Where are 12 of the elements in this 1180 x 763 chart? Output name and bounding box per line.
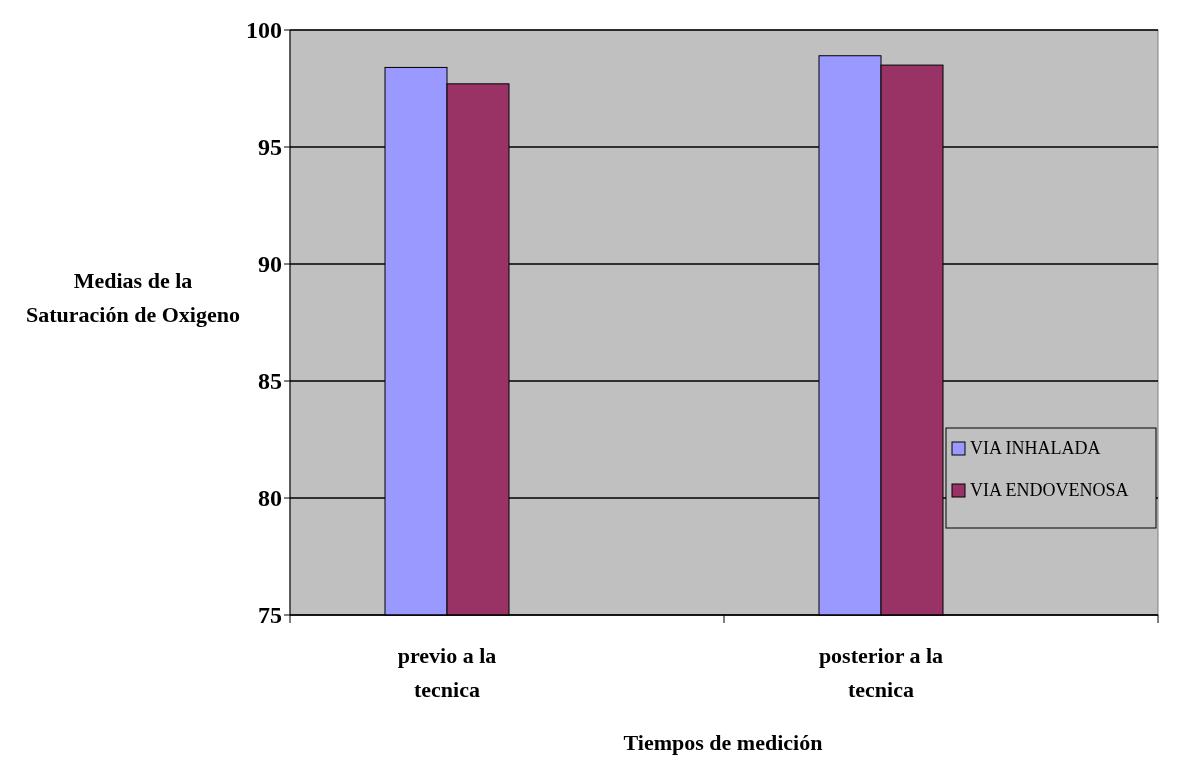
y-tick-label: 100 [246, 17, 282, 44]
y-tick-label: 90 [258, 251, 282, 278]
y-tick-label: 85 [258, 368, 282, 395]
y-tick-label: 75 [258, 602, 282, 629]
legend-label: VIA INHALADA [970, 438, 1101, 458]
legend-label: VIA ENDOVENOSA [970, 480, 1129, 500]
x-tick-label: previo a la tecnica [397, 643, 497, 702]
y-tick-label: 95 [258, 134, 282, 161]
x-tick-label: posterior a la tecnica [818, 643, 944, 702]
x-axis-title: Tiempos de medición [623, 730, 823, 755]
y-tick-label: 80 [258, 485, 282, 512]
y-axis-title: Medias de la Saturación de Oxigeno [26, 268, 240, 327]
